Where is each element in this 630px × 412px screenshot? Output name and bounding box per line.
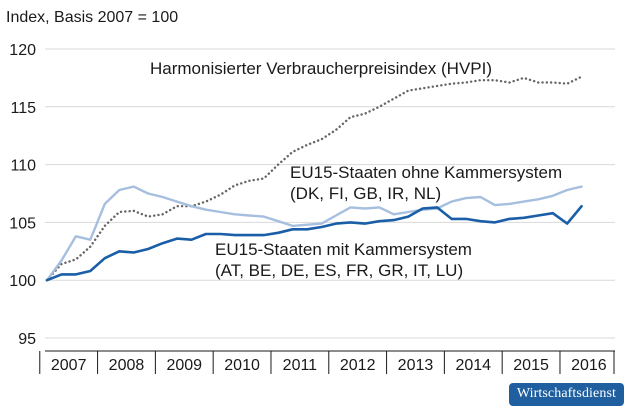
- series-line-1: [45, 75, 583, 282]
- x-axis: 2007 2008 2009 2010 2011 2012 2013 2014 2015 2016: [39, 350, 615, 374]
- series-line-3: [45, 204, 583, 282]
- y-tick-label: 115: [10, 100, 36, 117]
- y-tick-label: 95: [18, 331, 36, 348]
- grid-lines: [45, 48, 615, 339]
- x-tick-label: 2008: [109, 357, 145, 374]
- series-annotation-2: EU15-Staaten ohne Kammersystem: [290, 163, 562, 182]
- x-tick-label: 2011: [283, 357, 318, 374]
- publisher-badge: Wirtschaftsdienst: [508, 383, 624, 406]
- y-tick-label: 120: [9, 42, 36, 59]
- y-tick-labels: 95 100 105 110 115 120: [9, 42, 36, 348]
- y-tick-label: 100: [9, 273, 36, 290]
- x-tick-label: 2010: [224, 357, 260, 374]
- series-annotation-3: EU15-Staaten mit Kammersystem: [215, 240, 472, 259]
- x-tick-label: 2013: [398, 357, 434, 374]
- annotations: Harmonisierter Verbraucherpreisindex (HV…: [150, 59, 562, 280]
- y-tick-label: 110: [10, 158, 36, 175]
- series-annotation-2: (DK, FI, GB, IR, NL): [290, 184, 441, 203]
- x-tick-label: 2012: [340, 357, 376, 374]
- x-tick-label: 2015: [513, 357, 549, 374]
- series-annotation-3: (AT, BE, DE, ES, FR, GR, IT, LU): [215, 261, 463, 280]
- y-tick-label: 105: [9, 215, 36, 232]
- series-line-2: [45, 185, 583, 282]
- x-tick-label: 2009: [166, 357, 202, 374]
- series-annotation-1: Harmonisierter Verbraucherpreisindex (HV…: [150, 59, 492, 78]
- x-tick-label: 2007: [51, 357, 87, 374]
- x-tick-label: 2016: [571, 357, 607, 374]
- series-lines: [45, 75, 583, 282]
- y-axis-title: Index, Basis 2007 = 100: [6, 9, 178, 26]
- x-tick-label: 2014: [455, 357, 491, 374]
